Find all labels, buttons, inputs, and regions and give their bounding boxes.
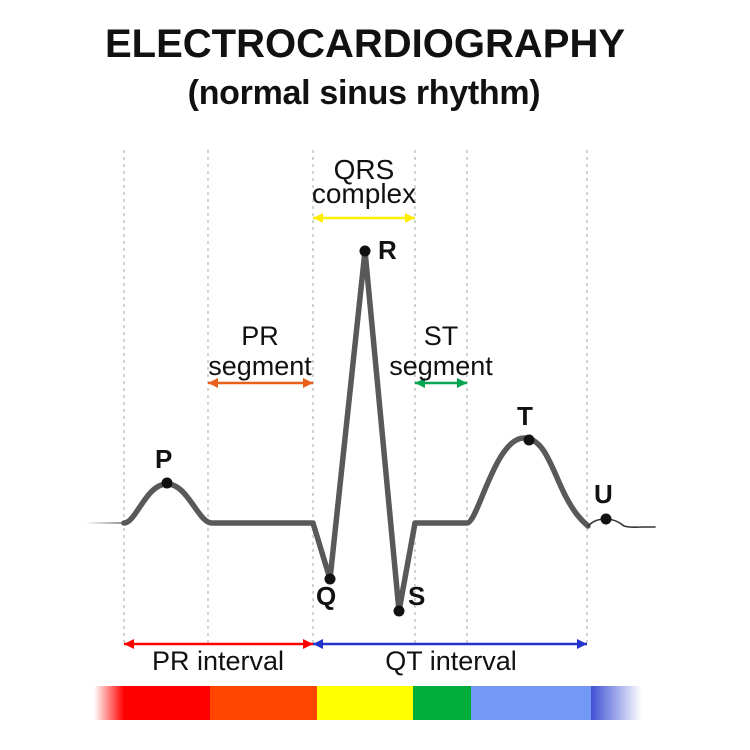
svg-text:R: R [378, 235, 397, 265]
svg-text:Q: Q [316, 581, 336, 611]
svg-text:ST: ST [424, 321, 459, 351]
svg-text:segment: segment [389, 351, 493, 381]
svg-text:S: S [408, 581, 425, 611]
svg-text:complex: complex [312, 178, 416, 209]
svg-text:P: P [155, 444, 172, 474]
svg-text:PR interval: PR interval [152, 646, 284, 676]
svg-text:T: T [517, 401, 533, 431]
svg-text:QT interval: QT interval [385, 646, 517, 676]
svg-text:segment: segment [208, 351, 312, 381]
svg-text:PR: PR [241, 321, 279, 351]
svg-text:U: U [594, 479, 613, 509]
